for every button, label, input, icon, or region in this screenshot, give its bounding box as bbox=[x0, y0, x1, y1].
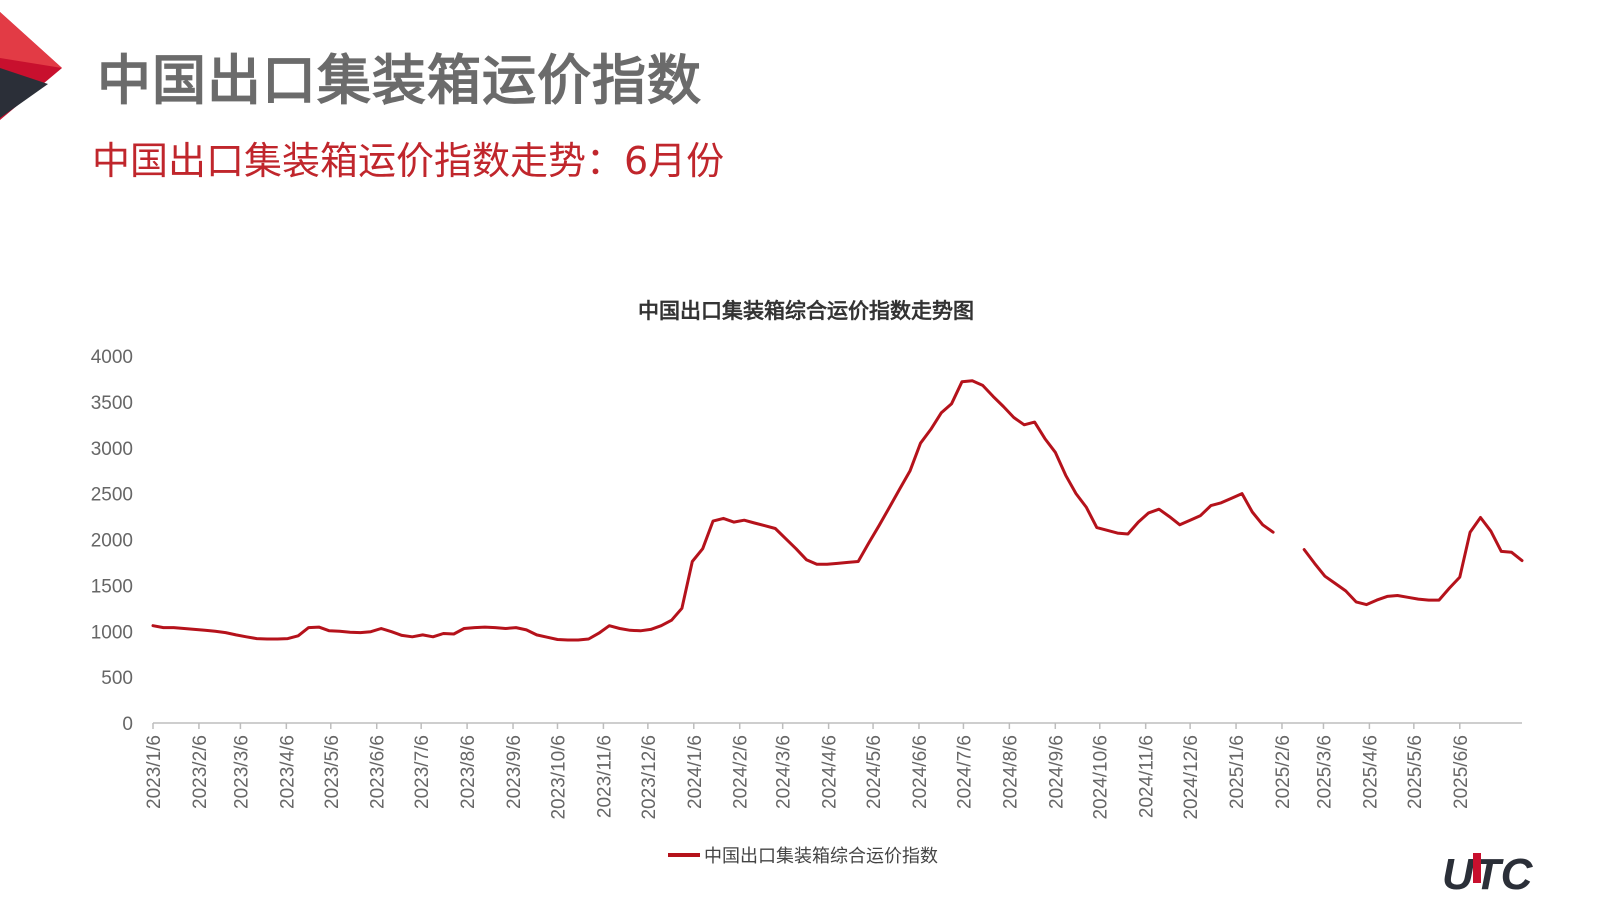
x-tick-label: 2023/2/6 bbox=[190, 735, 211, 809]
x-tick-label: 2024/12/6 bbox=[1181, 735, 1202, 820]
x-tick-label: 2023/6/6 bbox=[368, 735, 389, 809]
corner-decoration bbox=[0, 12, 62, 120]
x-tick-label: 2023/4/6 bbox=[277, 735, 298, 809]
x-tick-label: 2025/1/6 bbox=[1227, 735, 1248, 809]
x-tick-label: 2025/5/6 bbox=[1405, 735, 1426, 809]
y-tick-label: 1000 bbox=[91, 622, 133, 643]
y-tick-label: 2500 bbox=[91, 485, 133, 506]
x-tick-label: 2023/7/6 bbox=[412, 735, 433, 809]
x-tick-label: 2024/8/6 bbox=[1000, 735, 1021, 809]
series-line bbox=[1302, 516, 1524, 607]
legend-swatch bbox=[668, 853, 700, 857]
light-triangle-shape bbox=[0, 12, 62, 68]
x-tick-label: 2024/3/6 bbox=[774, 735, 795, 809]
y-tick-label: 4000 bbox=[91, 347, 133, 368]
legend-label: 中国出口集装箱综合运价指数 bbox=[704, 846, 938, 867]
logo-red-bar bbox=[1473, 853, 1481, 883]
x-tick-label: 2023/8/6 bbox=[458, 735, 479, 809]
x-tick-label: 2024/10/6 bbox=[1091, 735, 1112, 820]
chart-legend: 中国出口集装箱综合运价指数 bbox=[668, 842, 938, 868]
x-tick-label: 2024/5/6 bbox=[864, 735, 885, 809]
x-tick-label: 2023/3/6 bbox=[231, 735, 252, 809]
series-line bbox=[151, 379, 1275, 642]
dark-triangle-shape bbox=[0, 68, 48, 118]
x-tick-label: 2025/4/6 bbox=[1360, 735, 1381, 809]
y-tick-label: 1500 bbox=[91, 576, 133, 597]
x-tick-label: 2024/6/6 bbox=[910, 735, 931, 809]
x-tick-label: 2024/11/6 bbox=[1137, 735, 1158, 818]
x-tick-label: 2024/1/6 bbox=[685, 735, 706, 809]
x-tick-label: 2024/7/6 bbox=[954, 735, 975, 809]
y-tick-label: 3500 bbox=[91, 393, 133, 414]
x-tick-label: 2023/5/6 bbox=[322, 735, 343, 809]
x-tick-label: 2023/1/6 bbox=[144, 735, 165, 809]
x-tick-label: 2023/11/6 bbox=[594, 735, 615, 818]
slide-title: 中国出口集装箱运价指数 bbox=[97, 49, 702, 112]
x-tick-label: 2023/10/6 bbox=[548, 735, 569, 820]
x-tick-label: 2023/12/6 bbox=[639, 735, 660, 820]
chart-title: 中国出口集装箱综合运价指数走势图 bbox=[638, 299, 974, 323]
utc-logo: UTC bbox=[1442, 850, 1534, 895]
x-tick-label: 2024/4/6 bbox=[820, 735, 841, 809]
y-tick-label: 3000 bbox=[91, 439, 133, 460]
slide-subtitle: 中国出口集装箱运价指数走势：6月份 bbox=[92, 139, 725, 183]
x-tick-label: 2023/9/6 bbox=[504, 735, 525, 809]
x-tick-label: 2025/6/6 bbox=[1451, 735, 1472, 809]
logo-text: UTC bbox=[1442, 850, 1534, 895]
x-tick-label: 2024/2/6 bbox=[731, 735, 752, 809]
x-tick-label: 2024/9/6 bbox=[1046, 735, 1067, 809]
y-tick-label: 500 bbox=[101, 668, 133, 689]
x-tick-label: 2025/2/6 bbox=[1273, 735, 1294, 809]
y-tick-label: 0 bbox=[122, 714, 133, 735]
y-tick-label: 2000 bbox=[91, 531, 133, 552]
x-tick-label: 2025/3/6 bbox=[1314, 735, 1335, 809]
